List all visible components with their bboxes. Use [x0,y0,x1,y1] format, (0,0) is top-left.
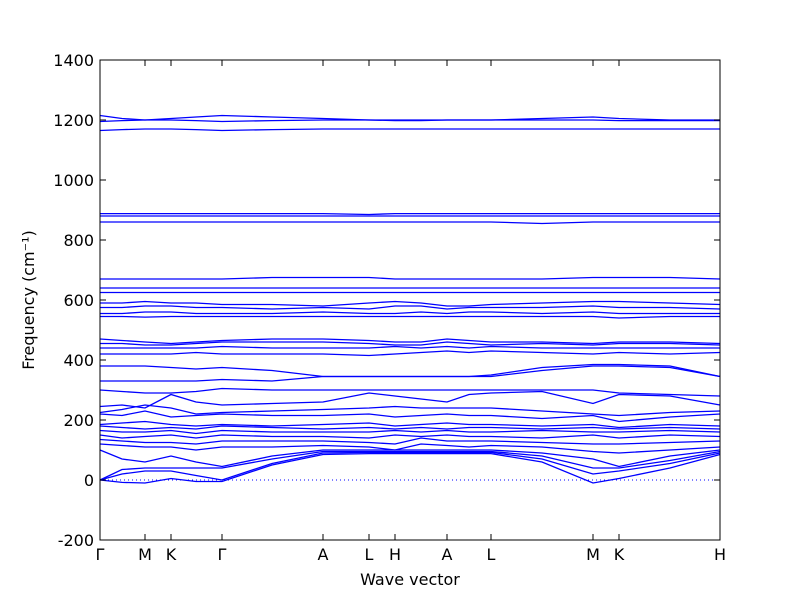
band-line [100,315,720,319]
x-tick-label: K [614,545,625,564]
x-tick-label: A [318,545,329,564]
band-line [99,452,721,484]
band-line [100,341,721,346]
x-tick-label: M [586,545,600,564]
band-line [99,338,721,345]
band-line [99,410,721,423]
band-line [99,420,721,429]
x-tick-label: M [138,545,152,564]
y-axis-label: Frequency (cm⁻¹) [19,230,38,369]
x-tick-label: H [389,545,401,564]
band-line [99,434,721,439]
band-line [99,128,720,132]
band-line [100,305,721,310]
band-line [100,276,721,280]
y-tick-label: 800 [63,231,94,250]
x-tick-label: L [487,545,496,564]
x-axis-label: Wave vector [360,570,460,589]
y-tick-label: -200 [58,531,94,550]
band-line [100,212,720,216]
band-line [99,429,721,435]
band-line [99,390,721,409]
x-tick-label: Γ [218,545,227,564]
band-line [100,311,720,315]
x-tick-label: H [714,545,726,564]
band-line [99,425,721,430]
band-line [99,443,721,454]
x-tick-label: K [166,545,177,564]
y-tick-label: 200 [63,411,94,430]
band-line [99,387,721,397]
band-line [100,345,720,349]
y-tick-label: 0 [84,471,94,490]
y-tick-label: 400 [63,351,94,370]
x-tick-label: L [365,545,374,564]
band-line [100,363,721,378]
x-tick-label: Γ [96,545,105,564]
band-line [99,404,721,417]
band-line [99,114,720,121]
band-line [99,451,721,481]
y-tick-label: 1000 [53,171,94,190]
band-line [99,450,721,481]
y-tick-label: 600 [63,291,94,310]
band-line [100,350,721,357]
y-tick-label: 1200 [53,111,94,130]
band-line [100,221,720,225]
band-line [99,437,721,445]
band-line [100,300,721,307]
y-tick-label: 1400 [53,51,94,70]
x-tick-label: A [442,545,453,564]
